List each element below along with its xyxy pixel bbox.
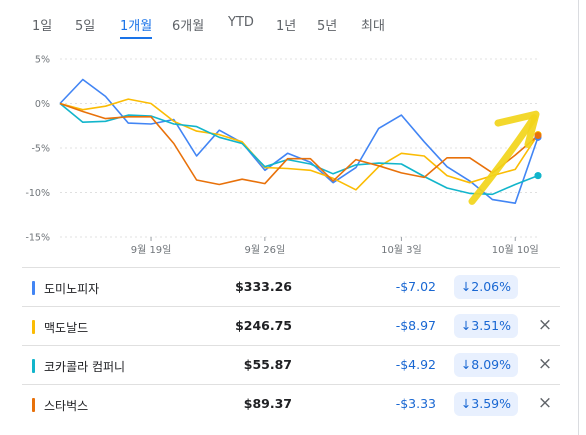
y-tick-label: -15% — [25, 233, 50, 244]
highlight-arrow-annotation — [468, 110, 542, 205]
x-axis-ticks: 9월 19일 9월 26일 10월 3일 10월 10일 — [131, 237, 539, 256]
series-line-0 — [59, 78, 539, 204]
clipped-header-strip: · — [0, 0, 586, 6]
series-color-swatch — [32, 320, 35, 334]
stock-change: -$4.92 — [395, 357, 436, 372]
stock-price: $246.75 — [235, 318, 292, 333]
stock-change: -$8.97 — [395, 318, 436, 333]
y-tick-label: -10% — [25, 188, 50, 199]
remove-comparison-close-icon[interactable]: × — [537, 315, 553, 335]
y-axis-ticks: 5% 0% -5% -10% -15% — [25, 55, 50, 244]
stock-name: 코카콜라 컴퍼니 — [44, 360, 126, 374]
stock-row[interactable]: 도미노피자 $333.26 -$7.02 ↓2.06% — [22, 267, 560, 307]
tab-1m-label: 1개월 — [120, 19, 153, 34]
x-tick-label: 10월 3일 — [381, 244, 422, 256]
tab-active-underline — [120, 37, 153, 39]
tab-5y[interactable]: 5년 — [317, 19, 338, 34]
tab-6m[interactable]: 6개월 — [172, 19, 205, 34]
tab-max[interactable]: 최대 — [361, 19, 385, 34]
annotation-stroke — [468, 114, 538, 205]
series-end-marker-2 — [534, 172, 542, 180]
y-tick-label: -5% — [32, 144, 51, 155]
series-color-swatch — [32, 359, 35, 373]
tab-1d[interactable]: 1일 — [32, 19, 53, 34]
remove-comparison-close-icon[interactable]: × — [537, 354, 553, 374]
y-tick-label: 0% — [35, 99, 50, 110]
remove-comparison-close-icon[interactable]: × — [537, 393, 553, 413]
stock-name: 스타벅스 — [44, 399, 89, 413]
stock-row[interactable]: 맥도날드 $246.75 -$8.97 ↓3.51% × — [22, 306, 560, 346]
stock-change-percent-badge: ↓3.51% — [453, 314, 518, 338]
x-tick-label: 9월 19일 — [131, 244, 172, 256]
stock-name: 맥도날드 — [44, 321, 89, 335]
series-line-2 — [59, 102, 539, 196]
stock-change: -$3.33 — [395, 396, 436, 411]
stock-name: 도미노피자 — [44, 282, 100, 296]
stock-row[interactable]: 코카콜라 컴퍼니 $55.87 -$4.92 ↓8.09% × — [22, 345, 560, 385]
annotation-arrowhead — [494, 110, 540, 148]
comparison-line-chart: 5% 0% -5% -10% -15% 9월 19일 9월 26일 10월 3일 10월 10… — [25, 55, 542, 256]
tab-ytd[interactable]: YTD — [228, 15, 254, 30]
tab-5d[interactable]: 5일 — [75, 19, 96, 34]
stock-price: $55.87 — [243, 357, 292, 372]
stock-price: $89.37 — [243, 396, 292, 411]
tab-1m[interactable]: 1개월 — [120, 15, 153, 39]
stock-change-percent-badge: ↓8.09% — [453, 353, 518, 377]
y-tick-label: 5% — [35, 55, 50, 66]
series-end-marker-3 — [534, 132, 542, 140]
stock-row[interactable]: 스타벅스 $89.37 -$3.33 ↓3.59% × — [22, 384, 560, 424]
tab-1y[interactable]: 1년 — [276, 19, 297, 34]
series-line-3 — [59, 102, 539, 186]
x-tick-label: 10월 10일 — [492, 244, 539, 256]
stock-change-percent-badge: ↓2.06% — [453, 275, 518, 299]
series-color-swatch — [32, 281, 35, 295]
panel-right-border — [578, 0, 579, 435]
chart-series — [59, 78, 542, 204]
chart-grid — [60, 58, 538, 238]
stock-change-percent-badge: ↓3.59% — [453, 392, 518, 416]
stock-change: -$7.02 — [395, 279, 436, 294]
stock-price: $333.26 — [235, 279, 292, 294]
series-line-1 — [59, 98, 539, 191]
series-color-swatch — [32, 398, 35, 412]
x-tick-label: 9월 26일 — [245, 244, 286, 256]
